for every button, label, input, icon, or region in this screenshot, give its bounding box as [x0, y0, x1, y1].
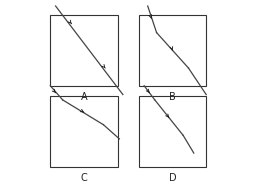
Bar	[139, 15, 206, 86]
Text: D: D	[169, 173, 176, 184]
Text: B: B	[169, 92, 176, 102]
Bar	[50, 96, 118, 167]
Text: A: A	[81, 92, 87, 102]
Bar	[50, 15, 118, 86]
Bar	[139, 96, 206, 167]
Text: C: C	[81, 173, 87, 184]
